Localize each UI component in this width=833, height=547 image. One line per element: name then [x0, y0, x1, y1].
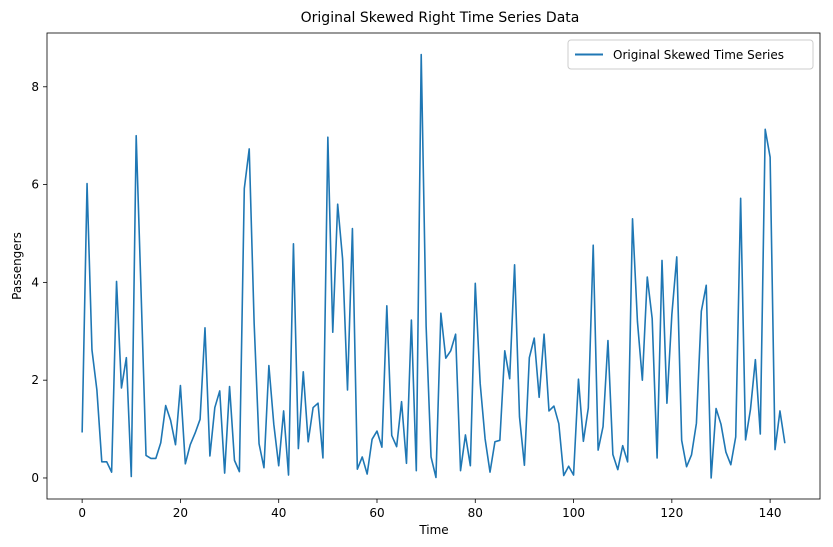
y-axis-label: Passengers: [10, 232, 24, 300]
plot-area: [47, 33, 820, 499]
legend: Original Skewed Time Series: [567, 39, 814, 70]
x-tick-label: 120: [660, 506, 683, 520]
x-axis-label: Time: [418, 523, 448, 537]
x-tick-label: 60: [369, 506, 384, 520]
x-tick-label: 20: [173, 506, 188, 520]
x-tick-label: 80: [468, 506, 483, 520]
x-tick-label: 40: [271, 506, 286, 520]
x-tick-label: 100: [562, 506, 585, 520]
x-tick-label: 140: [759, 506, 782, 520]
y-tick-label: 4: [31, 275, 39, 289]
series-line-0: [81, 53, 786, 479]
plot-frame: [46, 32, 821, 500]
y-tick-label: 0: [31, 471, 39, 485]
x-axis: 0 20 40 60 80 100 120 140: [78, 499, 782, 520]
y-tick-label: 6: [31, 178, 39, 192]
series-layer: [81, 53, 786, 479]
legend-label: Original Skewed Time Series: [613, 48, 784, 62]
y-tick-label: 8: [31, 80, 39, 94]
y-tick-label: 2: [31, 373, 39, 387]
chart-title: Original Skewed Right Time Series Data: [301, 10, 580, 26]
y-axis: 0 2 4 6 8: [31, 80, 47, 485]
legend-box: [567, 39, 814, 70]
x-tick-label: 0: [78, 506, 86, 520]
